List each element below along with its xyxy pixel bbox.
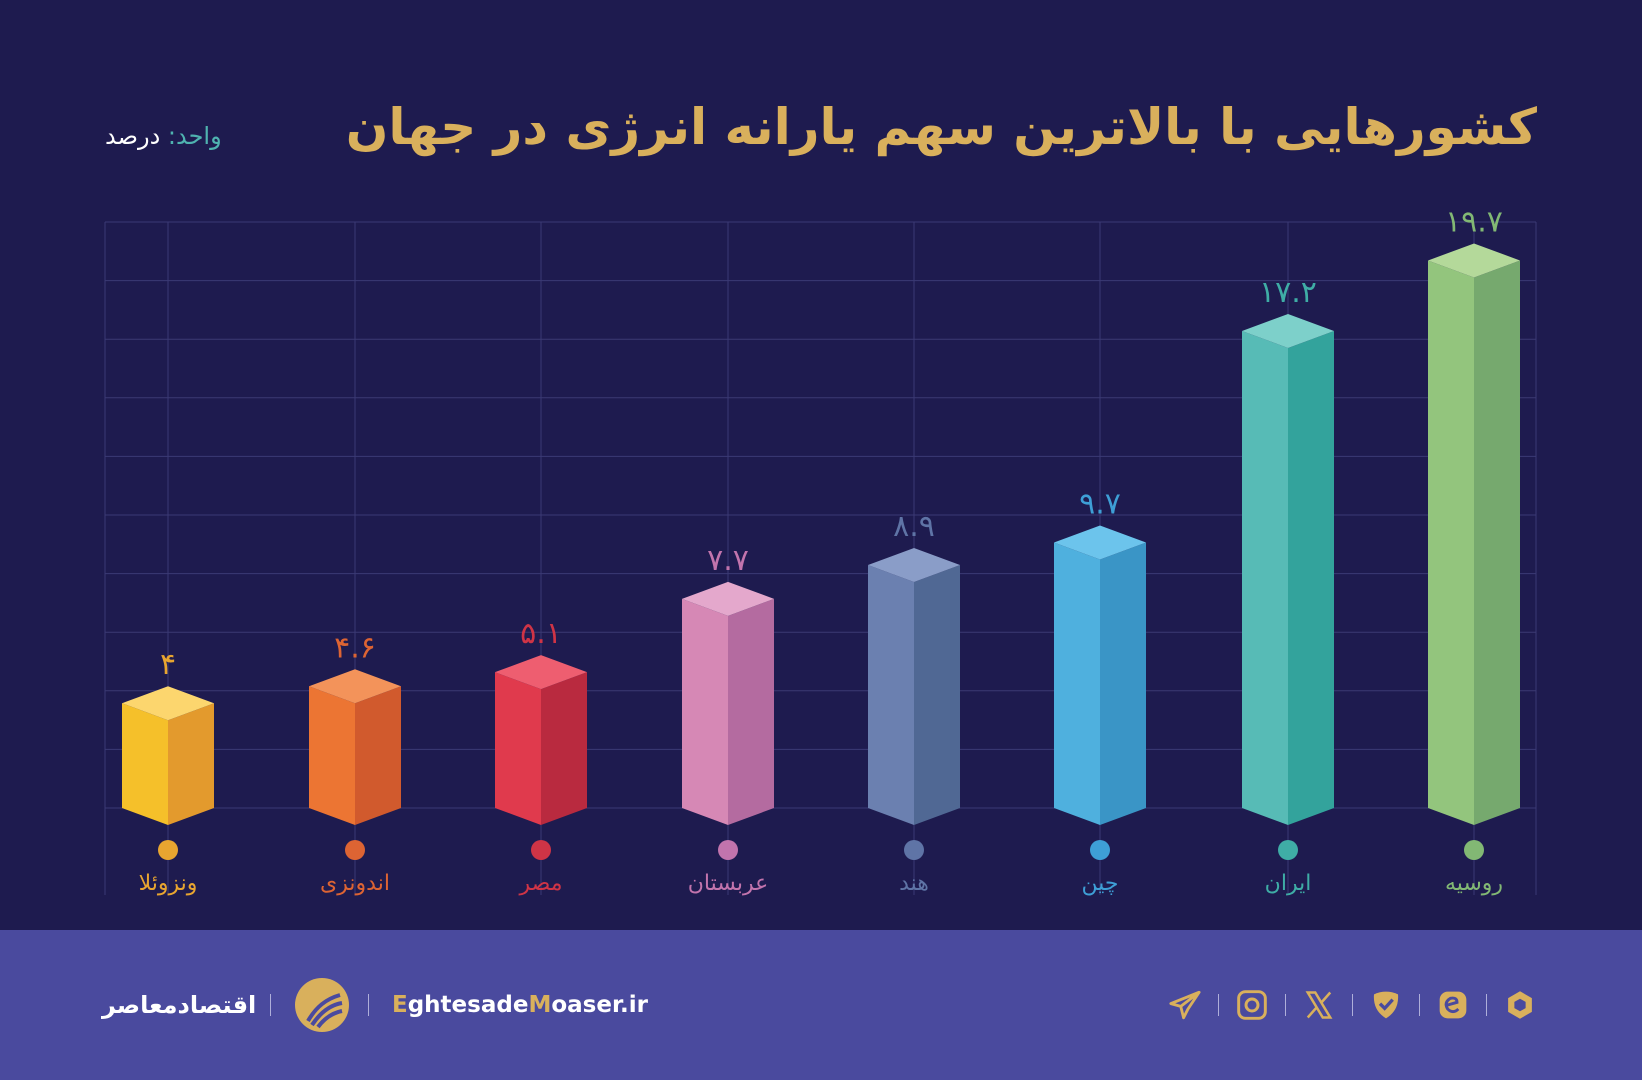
bar-top xyxy=(868,548,960,583)
eitaa-icon[interactable] xyxy=(1436,988,1470,1022)
bar-front-right xyxy=(355,686,401,825)
site-e: E xyxy=(392,992,408,1018)
unit-key: واحد: xyxy=(167,122,222,150)
legend-dot xyxy=(718,840,738,860)
divider xyxy=(1218,994,1219,1016)
bar-top xyxy=(682,581,774,616)
bar-top xyxy=(1428,243,1520,278)
value-label: ۴ xyxy=(160,647,176,682)
logo xyxy=(294,930,350,1080)
legend-dot xyxy=(531,840,551,860)
legend-dot xyxy=(345,840,365,860)
instagram-icon[interactable] xyxy=(1235,988,1269,1022)
divider xyxy=(270,994,271,1016)
divider xyxy=(1419,994,1420,1016)
brand-name: اقتصادمعاصر xyxy=(102,991,257,1019)
category-label: ایران xyxy=(1265,871,1312,896)
bar-front-right xyxy=(914,565,960,825)
category-label: عربستان xyxy=(688,871,769,896)
chart-title: کشورهایی با بالاترین سهم یارانه انرژی در… xyxy=(345,98,1538,156)
bar-chart: ۱۹.۷ روسیه ۱۷.۲ ایران ۹.۷ چین ۸.۹ هند ۷.۷ عربستان… xyxy=(104,204,1537,896)
category-label: ونزوئلا xyxy=(139,871,198,896)
divider xyxy=(368,994,369,1016)
bar-front-left xyxy=(309,686,355,825)
legend-dot xyxy=(1464,840,1484,860)
bar-top xyxy=(1054,525,1146,560)
value-label: ۸.۹ xyxy=(893,509,935,544)
x-icon[interactable] xyxy=(1302,988,1336,1022)
bar-front-left xyxy=(682,598,728,825)
legend-dot xyxy=(158,840,178,860)
divider xyxy=(1486,994,1487,1016)
category-label: هند xyxy=(899,871,929,896)
social-links xyxy=(1168,930,1537,1080)
divider xyxy=(1285,994,1286,1016)
value-label: ۴.۶ xyxy=(334,630,376,665)
legend-dot xyxy=(904,840,924,860)
site-m: M xyxy=(528,992,552,1018)
unit-label: واحد: درصد xyxy=(105,122,222,150)
site-part1: ghtesade xyxy=(407,992,529,1018)
bar-front-left xyxy=(495,672,541,825)
value-label: ۵.۱ xyxy=(520,616,562,651)
legend-dot xyxy=(1090,840,1110,860)
category-label: چین xyxy=(1082,871,1119,896)
shield-check-icon[interactable] xyxy=(1369,988,1403,1022)
value-label: ۱۹.۷ xyxy=(1445,204,1503,239)
value-label: ۷.۷ xyxy=(707,543,749,578)
bar-front-left xyxy=(1242,330,1288,825)
bar-front-right xyxy=(728,598,774,825)
telegram-icon[interactable] xyxy=(1168,988,1202,1022)
hexagon-icon[interactable] xyxy=(1503,988,1537,1022)
bar-front-right xyxy=(1288,330,1334,825)
value-label: ۹.۷ xyxy=(1079,486,1121,521)
bar-front-right xyxy=(1100,542,1146,825)
bar-top xyxy=(309,669,401,704)
category-label: اندونزی xyxy=(320,871,390,896)
bar-front-left xyxy=(1054,542,1100,825)
bar-front-left xyxy=(122,703,168,825)
category-label: روسیه xyxy=(1445,871,1503,896)
divider xyxy=(1352,994,1353,1016)
bar-top xyxy=(122,686,214,721)
bar-front-right xyxy=(541,672,587,825)
bar-front-right xyxy=(168,703,214,825)
bar-front-right xyxy=(1474,260,1520,826)
bar-front-left xyxy=(868,565,914,825)
bar-top xyxy=(1242,313,1334,348)
category-label: مصر xyxy=(518,871,562,896)
bar-top xyxy=(495,655,587,690)
bar-front-left xyxy=(1428,260,1474,826)
value-label: ۱۷.۲ xyxy=(1259,275,1317,310)
legend-dot xyxy=(1278,840,1298,860)
unit-value: درصد xyxy=(105,122,161,150)
site-part2: oaser.ir xyxy=(551,992,648,1018)
